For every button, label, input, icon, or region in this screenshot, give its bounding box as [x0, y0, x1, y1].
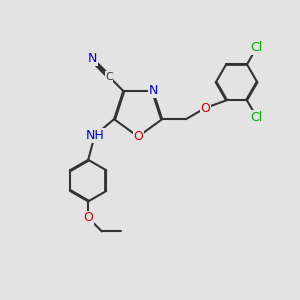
- Text: C: C: [105, 72, 113, 82]
- Text: O: O: [200, 101, 210, 115]
- Text: Cl: Cl: [250, 41, 263, 54]
- Text: NH: NH: [85, 129, 104, 142]
- Text: N: N: [88, 52, 97, 65]
- Text: O: O: [83, 211, 93, 224]
- Text: O: O: [133, 130, 143, 143]
- Text: N: N: [148, 84, 158, 98]
- Text: Cl: Cl: [250, 111, 263, 124]
